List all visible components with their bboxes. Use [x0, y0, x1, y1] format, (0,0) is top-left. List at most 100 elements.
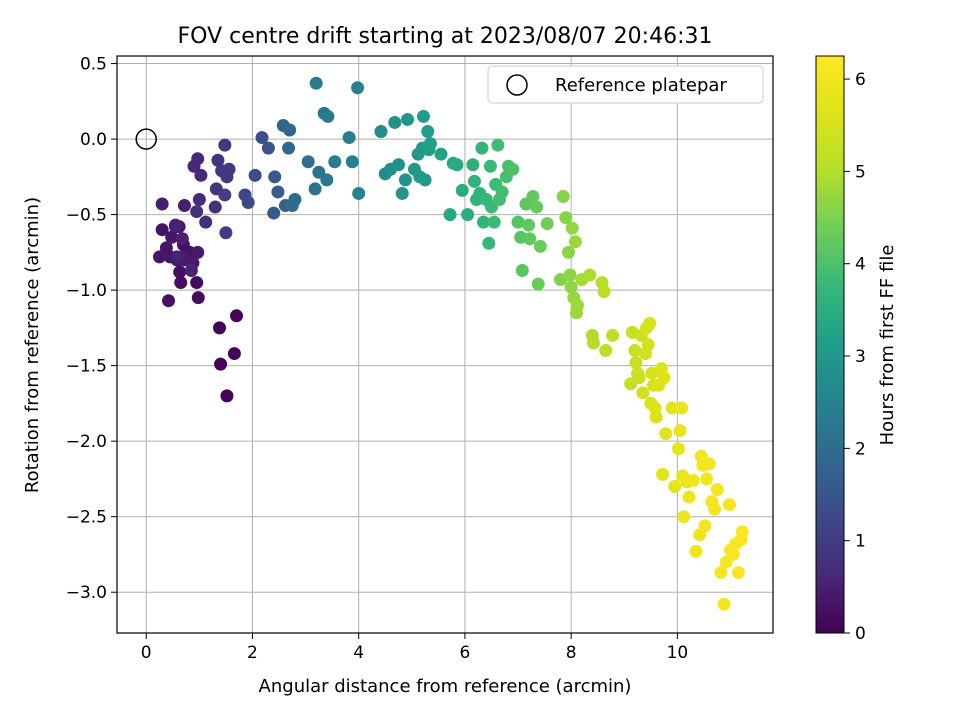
data-point [571, 298, 585, 312]
data-point [659, 427, 673, 441]
data-point [308, 182, 322, 196]
data-point [211, 153, 225, 167]
data-point [708, 502, 722, 516]
data-point [710, 483, 724, 497]
data-point [533, 239, 547, 253]
y-tick-label: −2.5 [66, 508, 107, 528]
data-point [522, 218, 536, 232]
data-point [698, 519, 712, 533]
colorbar-tick-label: 3 [855, 347, 866, 367]
data-point [689, 544, 703, 558]
data-point [374, 125, 388, 139]
data-point [482, 236, 496, 250]
data-point [416, 109, 430, 123]
y-tick-label: −1.5 [66, 357, 107, 377]
data-point [675, 401, 689, 415]
data-point [568, 235, 582, 249]
y-tick-label: −1.0 [66, 281, 107, 301]
reference-point [135, 128, 157, 150]
data-point [702, 457, 716, 471]
data-point [606, 328, 620, 342]
data-point [241, 196, 255, 210]
data-point [190, 205, 204, 219]
data-point [643, 316, 657, 330]
colorbar-tick-label: 5 [855, 162, 866, 182]
data-point [443, 208, 457, 222]
data-point [657, 371, 671, 385]
data-point [155, 223, 169, 237]
colorbar-tick-label: 2 [855, 439, 866, 459]
x-tick-label: 2 [247, 643, 258, 663]
data-point [168, 218, 182, 232]
data-point [455, 183, 469, 197]
data-point [434, 147, 448, 161]
data-point [726, 547, 740, 561]
colorbar-tick-label: 1 [855, 532, 866, 552]
data-point [345, 155, 359, 169]
x-tick-label: 0 [141, 643, 152, 663]
plot-frame [116, 55, 774, 634]
y-tick-label: −3.0 [66, 583, 107, 603]
data-point [152, 250, 166, 264]
data-point [731, 566, 745, 580]
data-point [423, 137, 437, 151]
data-point [475, 141, 489, 155]
chart-title: FOV centre drift starting at 2023/08/07 … [178, 24, 713, 49]
data-point [255, 131, 269, 145]
y-axis-ticks: 0.5 0.0 −0.5 −1.0 −1.5 −2.0 −2.5 −3.0 [66, 55, 117, 603]
data-point [162, 294, 176, 308]
data-point [686, 473, 700, 487]
data-point [668, 479, 682, 493]
data-point [342, 131, 356, 145]
colorbar-gradient [815, 55, 845, 634]
data-point [565, 221, 579, 235]
legend: Reference platepar [487, 65, 764, 104]
data-point [194, 168, 208, 182]
data-point [288, 192, 302, 206]
data-point [268, 170, 282, 184]
data-point [401, 112, 415, 126]
data-point [208, 200, 222, 214]
colorbar-ticks: 0 1 2 3 4 5 6 [844, 70, 866, 644]
data-point [227, 347, 241, 361]
x-tick-label: 8 [566, 643, 577, 663]
x-tick-label: 6 [460, 643, 471, 663]
data-point [261, 141, 275, 155]
data-point [717, 597, 731, 611]
data-point [531, 277, 545, 291]
data-point [213, 321, 227, 335]
data-point [173, 265, 187, 279]
legend-label: Reference platepar [555, 75, 727, 96]
data-point [540, 217, 554, 231]
data-point [628, 344, 642, 358]
data-point [220, 389, 234, 403]
data-point [218, 188, 232, 202]
data-point [586, 336, 600, 350]
data-point [506, 162, 520, 176]
data-point [174, 276, 188, 290]
legend-marker [506, 74, 528, 96]
data-point [559, 211, 573, 225]
data-point [271, 185, 285, 199]
data-point [191, 291, 205, 305]
data-point [199, 215, 213, 229]
colorbar-tick-label: 6 [855, 70, 866, 90]
data-point [218, 138, 232, 152]
legend-box [487, 65, 764, 104]
data-point [563, 268, 577, 282]
data-point [656, 467, 670, 481]
data-point [677, 510, 691, 524]
colorbar-tick-label: 4 [855, 255, 866, 275]
data-point [450, 158, 464, 172]
x-tick-label: 4 [353, 643, 364, 663]
data-point [418, 173, 432, 187]
data-point [395, 186, 409, 200]
data-point [682, 490, 696, 504]
data-point [320, 173, 334, 187]
data-point [632, 371, 646, 385]
data-point [515, 263, 529, 277]
data-point [321, 109, 335, 123]
data-point [461, 208, 475, 222]
data-point [328, 155, 342, 169]
